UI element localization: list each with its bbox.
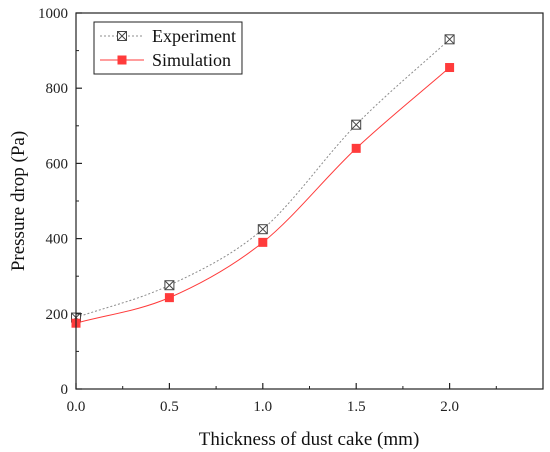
data-point — [164, 280, 175, 291]
marker-cross-b — [164, 280, 175, 291]
y-tick-label: 0 — [61, 382, 69, 398]
marker-cross-b — [351, 119, 362, 130]
marker-cross-b — [257, 224, 268, 235]
legend-label: Simulation — [152, 50, 231, 70]
legend-marker — [117, 31, 127, 41]
y-axis-title: Pressure drop (Pa) — [8, 131, 29, 271]
series-line — [75, 67, 450, 324]
plot-area — [71, 34, 455, 328]
data-point — [258, 237, 268, 247]
data-point — [445, 63, 455, 73]
y-tick-label: 400 — [46, 232, 69, 248]
y-tick-label: 600 — [46, 156, 69, 172]
x-tick-label: 1.0 — [253, 399, 272, 415]
series-line — [75, 38, 450, 319]
legend-label: Experiment — [152, 26, 236, 46]
axes: 0.0 0.5 1.0 1.5 2.0 0 200 400 600 800 1000 — [38, 6, 544, 415]
series-experiment — [71, 34, 455, 323]
x-tick-label: 0.5 — [160, 399, 179, 415]
legend-frame — [93, 21, 243, 75]
x-tick-label: 1.5 — [347, 399, 366, 415]
y-tick-label: 1000 — [38, 6, 68, 22]
x-tick-label: 2.0 — [440, 399, 459, 415]
x-tick-label: 0.0 — [67, 399, 86, 415]
data-point — [164, 293, 174, 303]
legend-marker — [117, 55, 127, 65]
marker-cross-b — [117, 31, 127, 41]
data-point — [351, 143, 361, 153]
legend-item: Experiment — [100, 26, 236, 46]
marker-cross-b — [444, 34, 455, 45]
data-point — [257, 224, 268, 235]
legend-item: Simulation — [100, 50, 231, 70]
series-simulation — [71, 63, 455, 328]
y-tick-label: 800 — [46, 81, 69, 97]
data-point — [444, 34, 455, 45]
x-axis-title: Thickness of dust cake (mm) — [199, 429, 420, 450]
data-point — [351, 119, 362, 130]
legend: Experiment Simulation — [93, 21, 243, 75]
y-tick-label: 200 — [46, 307, 69, 323]
